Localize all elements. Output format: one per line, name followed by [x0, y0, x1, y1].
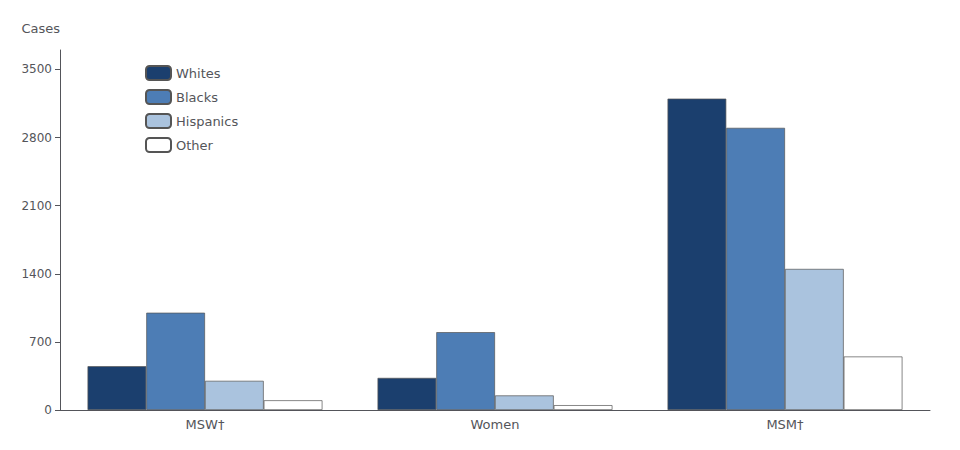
svg-text:2800: 2800	[21, 131, 52, 145]
svg-text:Blacks: Blacks	[176, 90, 218, 105]
svg-text:0: 0	[44, 403, 52, 417]
svg-text:700: 700	[29, 335, 52, 349]
svg-text:2100: 2100	[21, 199, 52, 213]
svg-text:Hispanics: Hispanics	[176, 114, 238, 129]
svg-text:1400: 1400	[21, 267, 52, 281]
svg-text:3500: 3500	[21, 62, 52, 76]
svg-text:MSW†: MSW†	[186, 417, 225, 432]
svg-text:Whites: Whites	[176, 66, 221, 81]
svg-text:Other: Other	[176, 138, 214, 153]
svg-text:Cases: Cases	[21, 21, 60, 36]
svg-text:MSM†: MSM†	[766, 417, 804, 432]
svg-text:Women: Women	[471, 417, 520, 432]
